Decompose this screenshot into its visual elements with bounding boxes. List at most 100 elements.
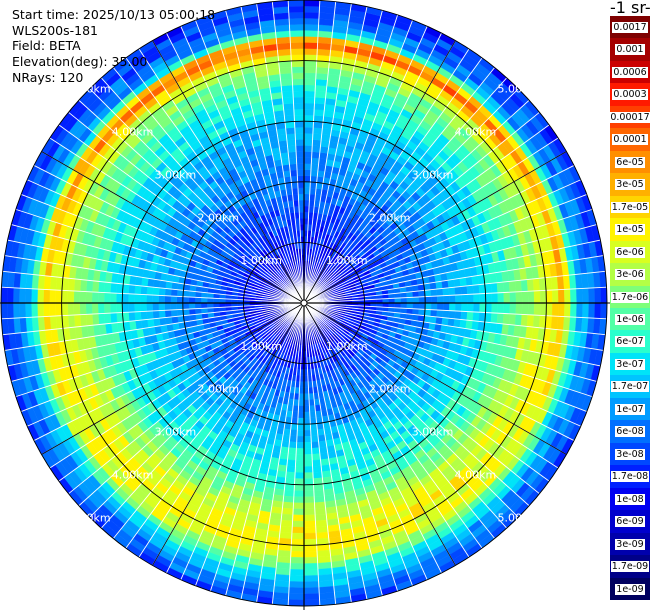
heatmap-gate: [303, 139, 313, 146]
heatmap-gate: [460, 311, 468, 321]
heatmap-gate: [294, 466, 305, 473]
heatmap-gate: [515, 302, 523, 315]
heatmap-gate: [502, 313, 510, 325]
heatmap-gate: [556, 316, 565, 331]
heatmap-gate: [43, 275, 52, 290]
heatmap-gate: [316, 549, 331, 558]
heatmap-gate: [293, 490, 305, 498]
heatmap-gate: [303, 478, 314, 485]
heatmap-gate: [164, 302, 172, 311]
heatmap-gate: [497, 302, 505, 314]
heatmap-gate: [19, 302, 26, 319]
heatmap-gate: [600, 286, 608, 304]
heatmap-gate: [31, 302, 38, 318]
heatmap-gate: [303, 151, 313, 158]
heatmap-gate: [303, 181, 311, 189]
heatmap-gate: [455, 294, 462, 304]
heatmap-gate: [600, 302, 608, 320]
heatmap-gate: [6, 287, 14, 304]
heatmap-gate: [49, 315, 58, 330]
heatmap-gate: [97, 292, 105, 304]
heatmap-gate: [109, 302, 117, 314]
heatmap-gate: [319, 452, 329, 460]
heatmap-gate: [556, 275, 565, 290]
heatmap-gate: [303, 423, 311, 431]
heatmap-gate: [303, 520, 316, 528]
heatmap-gate: [297, 417, 305, 425]
heatmap-gate: [289, 429, 298, 437]
heatmap-gate: [502, 281, 510, 293]
heatmap-gate: [418, 302, 426, 310]
heatmap-gate: [532, 278, 541, 292]
heatmap-gate: [315, 66, 329, 75]
heatmap-gate: [128, 302, 135, 313]
heatmap-gate: [97, 302, 105, 314]
heatmap-gate: [311, 447, 321, 455]
heatmap-gate: [448, 310, 456, 320]
heatmap-gate: [303, 127, 314, 134]
heatmap-gate: [430, 302, 438, 311]
heatmap-gate: [314, 91, 327, 99]
heatmap-gate: [140, 302, 147, 312]
heatmap-gate: [576, 288, 583, 304]
heatmap-gate: [467, 302, 474, 313]
heatmap-gate: [436, 288, 444, 297]
heatmap-gate: [418, 290, 426, 298]
heatmap-gate: [170, 309, 178, 318]
heatmap-gate: [447, 318, 455, 327]
heatmap-gate: [424, 309, 432, 317]
heatmap-gate: [424, 302, 432, 310]
heatmap-gate: [37, 302, 44, 318]
heatmap-gate: [303, 550, 318, 558]
heatmap-gate: [406, 297, 414, 304]
heatmap-gate: [303, 114, 314, 122]
heatmap-gate: [303, 66, 317, 74]
heatmap-gate: [170, 295, 178, 304]
heatmap-gate: [314, 84, 327, 93]
heatmap-gate: [303, 587, 320, 595]
heatmap-gate: [153, 279, 161, 288]
heatmap-gate: [526, 278, 535, 292]
heatmap-gate: [303, 532, 317, 540]
heatmap-gate: [303, 435, 312, 443]
heatmap-gate: [61, 302, 69, 316]
heatmap-gate: [315, 519, 328, 528]
heatmap-gate: [280, 519, 293, 528]
heatmap-gate: [443, 302, 450, 311]
heatmap-gate: [303, 575, 319, 582]
heatmap-gate: [85, 291, 93, 304]
heatmap-gate: [515, 291, 523, 304]
heatmap-gate: [310, 423, 318, 431]
heatmap-gate: [25, 288, 32, 304]
heatmap-gate: [418, 308, 426, 316]
heatmap-gate: [289, 569, 305, 576]
heatmap-gate: [188, 302, 196, 310]
heatmap-gate: [527, 302, 535, 316]
heatmap-gate: [288, 581, 305, 588]
heatmap-gate: [303, 18, 320, 25]
heatmap-gate: [588, 287, 596, 304]
heatmap-gate: [312, 139, 322, 147]
heatmap-gate: [564, 288, 571, 304]
heatmap-gate: [303, 563, 319, 570]
heatmap-gate: [153, 318, 161, 327]
heatmap-gate: [570, 288, 577, 304]
heatmap-gate: [147, 318, 155, 328]
heatmap-gate: [551, 289, 559, 304]
heatmap-gate: [436, 302, 444, 311]
heatmap-gate: [303, 405, 310, 413]
heatmap-gate: [521, 302, 529, 315]
heatmap-gate: [176, 309, 184, 317]
heatmap-gate: [521, 291, 529, 304]
heatmap-gate: [514, 280, 523, 293]
heatmap-gate: [311, 453, 321, 461]
heatmap-gate: [188, 296, 196, 304]
heatmap-gate: [290, 544, 305, 552]
heatmap-gate: [319, 146, 329, 154]
heatmap-gate: [292, 508, 305, 516]
heatmap-gate: [287, 599, 305, 607]
heatmap-gate: [303, 42, 318, 49]
heatmap-gate: [281, 513, 294, 522]
heatmap-gate: [128, 311, 136, 322]
heatmap-gate: [496, 312, 504, 325]
